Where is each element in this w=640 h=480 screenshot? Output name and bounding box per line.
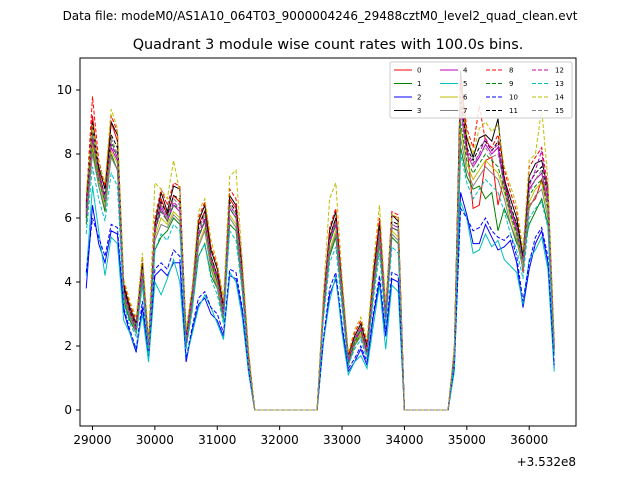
x-tick-label-2: 31000	[198, 433, 236, 447]
y-tick-label-5: 10	[57, 83, 72, 97]
legend-label-12: 12	[555, 67, 564, 75]
x-tick-label-6: 35000	[448, 433, 486, 447]
legend-label-14: 14	[555, 94, 564, 102]
legend-label-7: 7	[463, 107, 467, 115]
series-line-10	[85, 206, 555, 411]
y-tick-label-3: 6	[64, 211, 72, 225]
series-line-15	[85, 105, 555, 411]
x-tick-label-7: 36000	[510, 433, 548, 447]
y-tick-label-0: 0	[64, 403, 72, 417]
series-layer	[85, 70, 555, 411]
legend-label-11: 11	[509, 107, 518, 115]
legend-label-0: 0	[417, 67, 421, 75]
x-tick-label-5: 34000	[385, 433, 423, 447]
x-tick-label-1: 30000	[136, 433, 174, 447]
x-tick-label-3: 32000	[261, 433, 299, 447]
legend-label-3: 3	[417, 107, 421, 115]
legend-label-9: 9	[509, 80, 513, 88]
x-tick-label-0: 29000	[73, 433, 111, 447]
figure-suptitle: Data file: modeM0/AS1A10_064T03_90000042…	[63, 9, 578, 23]
x-tick-label-4: 33000	[323, 433, 361, 447]
legend-label-13: 13	[555, 80, 564, 88]
legend-label-4: 4	[463, 67, 468, 75]
y-tick-label-2: 4	[64, 275, 72, 289]
axes-layer: 29000 30000 31000 32000 33000 34000 35000 36000…	[57, 83, 549, 447]
y-tick-label-4: 8	[64, 147, 72, 161]
legend-label-6: 6	[463, 94, 468, 102]
legend-label-8: 8	[509, 67, 513, 75]
y-tick-label-1: 2	[64, 339, 72, 353]
plot-frame	[79, 57, 577, 427]
legend-label-10: 10	[509, 94, 518, 102]
legend-label-5: 5	[463, 80, 467, 88]
legend-label-15: 15	[555, 107, 564, 115]
legend-label-1: 1	[417, 80, 421, 88]
chart-title: Quadrant 3 module wise count rates with …	[133, 37, 524, 53]
legend-label-2: 2	[417, 94, 421, 102]
x-offset-label: +3.532e8	[517, 455, 576, 469]
legend-box	[389, 61, 573, 119]
